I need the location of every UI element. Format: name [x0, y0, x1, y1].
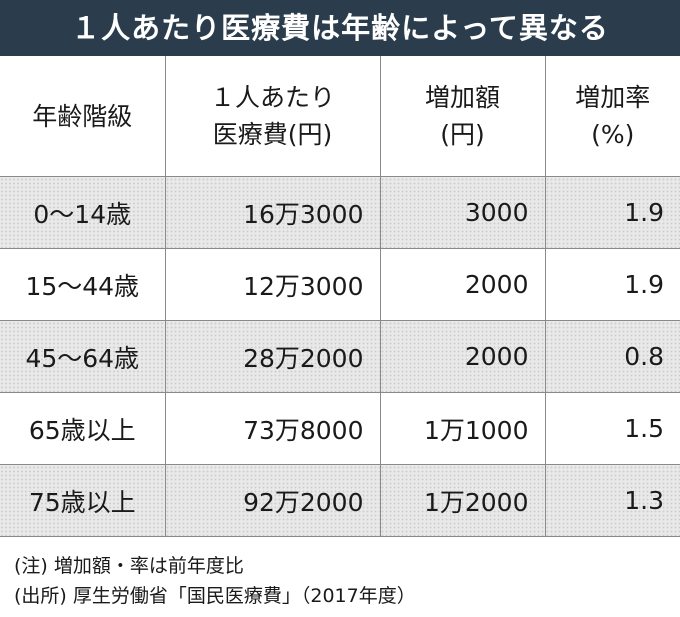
header-cost-per-person: １人あたり 医療費(円)	[164, 56, 381, 177]
cost-cell: 92万2000	[164, 464, 381, 537]
table-row: 0～14歳 16万3000 3000 1.9	[0, 176, 680, 249]
table-row: 65歳以上 73万8000 1万1000 1.5	[0, 392, 680, 465]
figure-title: １人あたり医療費は年齢によって異なる	[0, 0, 680, 56]
medical-cost-table: 年齢階級 １人あたり 医療費(円) 増加額 (円) 増加率 (%) 0～14歳	[0, 56, 680, 537]
cost-cell: 28万2000	[164, 320, 381, 393]
table-row: 45～64歳 28万2000 2000 0.8	[0, 320, 680, 393]
cost-cell: 73万8000	[164, 392, 381, 465]
rate-cell: 1.5	[544, 392, 680, 465]
header-age-group: 年齢階級	[0, 56, 166, 177]
header-increase-amount: 増加額 (円)	[379, 56, 546, 177]
source-text: (出所) 厚生労働省「国民医療費」（2017年度）	[14, 585, 416, 607]
age-group-cell: 75歳以上	[0, 464, 166, 537]
note-text: (注) 増加額・率は前年度比	[14, 555, 244, 577]
increase-cell: 3000	[379, 176, 546, 249]
increase-cell: 1万1000	[379, 392, 546, 465]
age-group-cell: 65歳以上	[0, 392, 166, 465]
header-row: 年齢階級 １人あたり 医療費(円) 増加額 (円) 増加率 (%)	[0, 56, 680, 177]
table-row: 75歳以上 92万2000 1万2000 1.3	[0, 464, 680, 537]
rate-cell: 1.3	[544, 464, 680, 537]
increase-cell: 2000	[379, 320, 546, 393]
age-group-cell: 0～14歳	[0, 176, 166, 249]
age-group-cell: 15～44歳	[0, 248, 166, 321]
table-row: 15～44歳 12万3000 2000 1.9	[0, 248, 680, 321]
age-group-cell: 45～64歳	[0, 320, 166, 393]
cost-cell: 12万3000	[164, 248, 381, 321]
header-increase-rate: 増加率 (%)	[544, 56, 680, 177]
rate-cell: 1.9	[544, 248, 680, 321]
increase-cell: 1万2000	[379, 464, 546, 537]
increase-cell: 2000	[379, 248, 546, 321]
cost-cell: 16万3000	[164, 176, 381, 249]
rate-cell: 0.8	[544, 320, 680, 393]
rate-cell: 1.9	[544, 176, 680, 249]
footnotes: (注) 増加額・率は前年度比 (出所) 厚生労働省「国民医療費」（2017年度）	[14, 551, 674, 611]
